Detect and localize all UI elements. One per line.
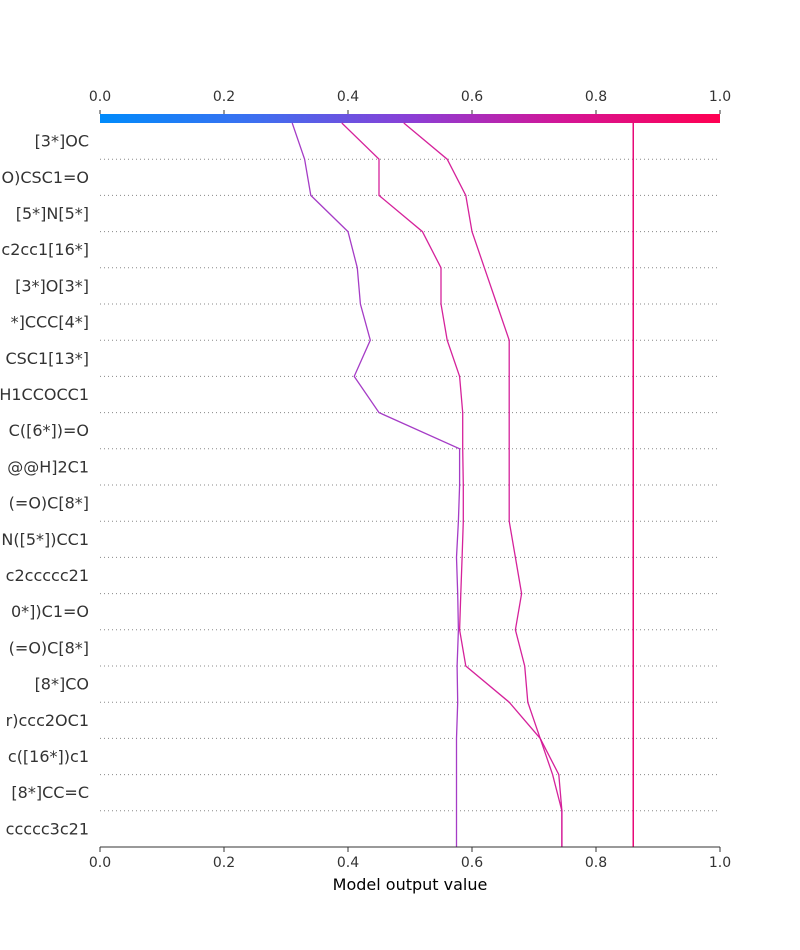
feature-label: [3*]O[3*] (15, 276, 89, 295)
colorbar (100, 114, 720, 123)
feature-label: (=O)C[8*] (9, 494, 89, 513)
decision-line (291, 122, 461, 847)
feature-label: H1CCOCC1 (0, 385, 89, 404)
colorbar-tick-label: 0.0 (89, 89, 111, 105)
x-tick-label: 0.8 (585, 855, 607, 871)
feature-label: CSC1[13*] (5, 349, 89, 368)
colorbar-tick-label: 0.4 (337, 89, 359, 105)
colorbar-tick-label: 0.8 (585, 89, 607, 105)
feature-label: ccccc3c21 (6, 819, 89, 838)
feature-label: 0*])C1=O (11, 602, 89, 621)
decision-line (403, 122, 563, 847)
x-tick-label: 0.6 (461, 855, 483, 871)
x-axis-title: Model output value (333, 875, 488, 894)
feature-label: [8*]CO (35, 675, 89, 694)
x-axis-ticks: 0.0 0.2 0.4 0.6 0.8 1.0 (89, 847, 731, 871)
feature-labels: [3*]OC O)CSC1=O [5*]N[5*] c2cc1[16*] [3*]O[3… (0, 132, 89, 839)
colorbar-tick-label: 1.0 (709, 89, 731, 105)
colorbar-tick-label: 0.2 (213, 89, 235, 105)
feature-label: @@H]2C1 (7, 457, 89, 476)
feature-label: c2ccccc21 (6, 566, 89, 585)
feature-label: N([5*])CC1 (1, 530, 89, 549)
x-tick-label: 0.2 (213, 855, 235, 871)
feature-label: [8*]CC=C (11, 783, 89, 802)
decision-line (341, 122, 563, 847)
feature-label: c2cc1[16*] (1, 240, 89, 259)
x-tick-label: 1.0 (709, 855, 731, 871)
colorbar-ticks: 0.0 0.2 0.4 0.6 0.8 1.0 (89, 89, 731, 114)
feature-label: r)ccc2OC1 (6, 711, 89, 730)
feature-label: (=O)C[8*] (9, 638, 89, 657)
colorbar-tick-label: 0.6 (461, 89, 483, 105)
feature-label: *]CCC[4*] (11, 313, 89, 332)
x-tick-label: 0.0 (89, 855, 111, 871)
x-tick-label: 0.4 (337, 855, 359, 871)
feature-label: [3*]OC (35, 132, 89, 151)
decision-lines (291, 122, 634, 847)
feature-label: O)CSC1=O (1, 168, 89, 187)
feature-label: [5*]N[5*] (16, 204, 89, 223)
gridlines (100, 158, 720, 812)
feature-label: c([16*])c1 (8, 747, 89, 766)
feature-label: C([6*])=O (9, 421, 89, 440)
